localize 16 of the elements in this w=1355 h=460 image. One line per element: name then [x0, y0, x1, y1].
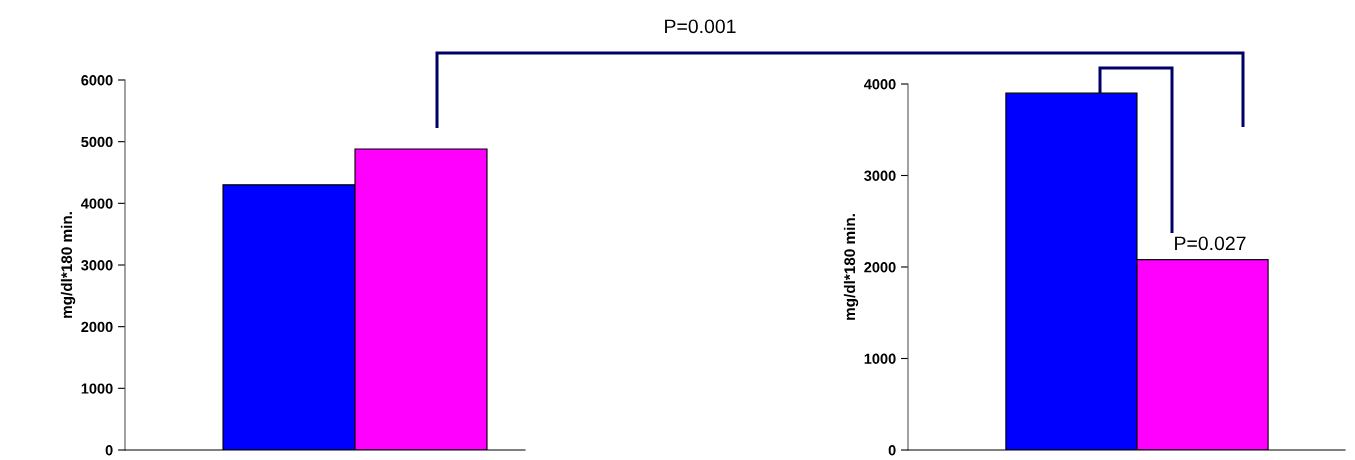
y-tick-label: 4000	[80, 198, 113, 209]
y-tick-label: 3000	[864, 170, 896, 181]
y-tick-label: 2000	[864, 262, 896, 273]
y-tick-label: 1000	[81, 383, 113, 394]
y-tick-label: 0	[105, 445, 113, 456]
y-tick-label: 1000	[864, 353, 896, 364]
annotation: P=0.027	[1175, 236, 1246, 251]
text: P=0.001	[665, 19, 736, 34]
y-tick-label: 3000	[81, 260, 113, 271]
y-tick-label: 0	[888, 445, 896, 456]
y-axis-title: mg/dl*180 min.	[60, 212, 76, 318]
y-tick-label: 5000	[81, 136, 113, 148]
y-tick-label: 4000	[863, 79, 896, 90]
y-axis-title: mg/dl*180 min.	[843, 214, 859, 320]
y-tick-label: 6000	[81, 75, 113, 86]
y-tick-label: 2000	[81, 321, 113, 333]
